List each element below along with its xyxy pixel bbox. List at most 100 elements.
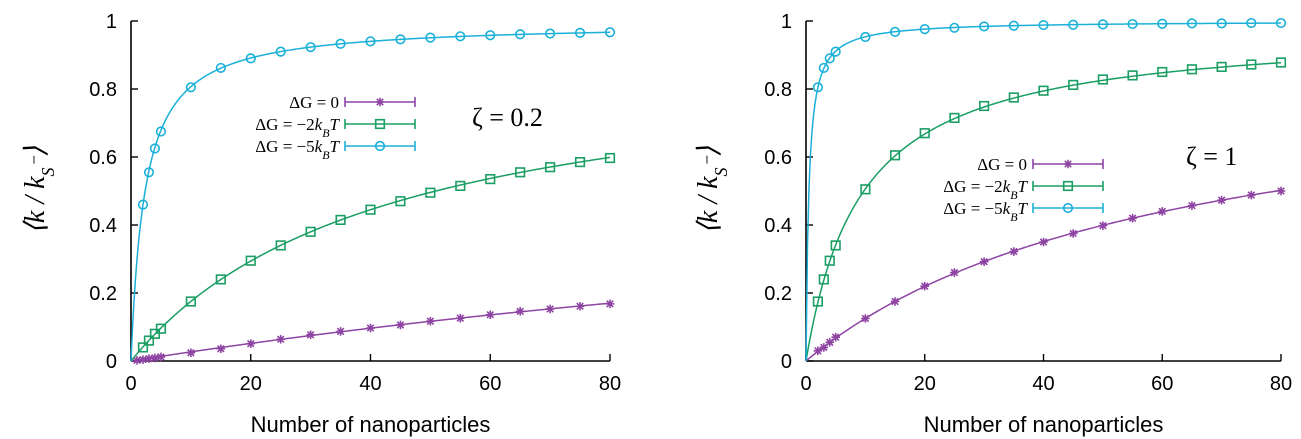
data-point: [1157, 66, 1168, 78]
data-point: [155, 323, 167, 334]
legend-label: ΔG = −2kBT: [255, 115, 340, 140]
legend-marker: [375, 97, 385, 107]
x-tick-label: 20: [914, 373, 936, 395]
data-point: [1068, 19, 1079, 30]
data-point: [812, 296, 823, 307]
data-point: [395, 196, 406, 207]
data-point: [395, 34, 406, 45]
series-line-2: [130, 31, 611, 362]
data-point: [824, 255, 835, 266]
data-point: [890, 297, 900, 306]
data-point: [1039, 237, 1048, 247]
y-tick-label: 0: [106, 351, 117, 373]
data-point: [818, 62, 829, 74]
data-point: [919, 24, 930, 35]
data-point: [1157, 207, 1167, 216]
series-line-1: [805, 61, 1282, 362]
data-point: [1098, 221, 1108, 230]
data-point: [979, 100, 990, 112]
legend-marker: [1063, 159, 1073, 169]
data-point: [276, 334, 285, 344]
x-axis-title: Number of nanoparticles: [924, 412, 1164, 437]
data-point: [1009, 247, 1019, 256]
x-tick-label: 80: [599, 373, 621, 395]
data-point: [604, 152, 616, 164]
data-point: [185, 296, 196, 307]
data-point: [1246, 59, 1257, 70]
data-point: [426, 316, 435, 326]
data-point: [137, 342, 149, 353]
data-point: [830, 46, 841, 57]
data-point: [275, 240, 286, 251]
y-axis-title: ⟨k / kS⁻⟩: [20, 146, 58, 234]
data-point: [132, 356, 142, 365]
data-point: [919, 128, 930, 139]
zeta-annotation: ζ = 0.2: [472, 103, 543, 132]
y-tick-label: 0.8: [764, 79, 792, 101]
data-point: [335, 214, 346, 226]
legend-label: ΔG = 0: [289, 93, 339, 112]
data-point: [305, 42, 316, 53]
x-tick-label: 40: [1032, 373, 1054, 395]
data-point: [604, 27, 616, 38]
data-point: [245, 255, 256, 266]
data-point: [545, 304, 555, 314]
data-point: [485, 174, 496, 185]
y-tick-label: 0.4: [89, 215, 117, 237]
data-point: [246, 339, 256, 348]
data-point: [143, 335, 155, 346]
y-tick-label: 0.6: [764, 147, 792, 169]
data-point: [1246, 17, 1257, 29]
series-line-1: [130, 156, 611, 362]
data-point: [1038, 85, 1049, 96]
data-point: [515, 29, 526, 40]
data-point: [575, 301, 585, 311]
data-point: [144, 354, 154, 363]
data-point: [819, 343, 829, 352]
data-point: [1217, 195, 1226, 205]
data-point: [979, 257, 989, 267]
data-point: [1097, 74, 1108, 85]
x-axis-title: Number of nanoparticles: [251, 412, 491, 437]
y-tick-label: 1: [781, 11, 792, 33]
data-point: [1068, 79, 1079, 91]
data-point: [456, 313, 465, 323]
data-point: [1128, 213, 1137, 223]
data-point: [365, 204, 376, 215]
data-point: [1276, 186, 1286, 196]
data-point: [1008, 92, 1019, 103]
panel-left: 0 20 40 60 80 0 0.2 0.4 0.6 0.8 1 Number of nanopar…: [20, 11, 621, 437]
x-tick-label: 80: [1270, 373, 1292, 395]
data-point: [574, 157, 586, 168]
data-point: [305, 226, 316, 237]
data-point: [245, 53, 256, 64]
legend-marker: [374, 140, 386, 152]
data-point: [215, 274, 226, 285]
data-point: [831, 332, 840, 342]
data-point: [155, 126, 167, 137]
legend-label: ΔG = −5kBT: [255, 137, 340, 162]
data-point: [138, 355, 148, 364]
x-tick-label: 0: [125, 373, 136, 395]
data-point: [830, 240, 841, 251]
data-point: [545, 28, 556, 39]
x-tick-label: 20: [240, 373, 262, 395]
data-point: [485, 310, 495, 320]
legend-label: ΔG = 0: [977, 155, 1027, 174]
x-tick-label: 60: [1151, 373, 1173, 395]
data-point: [455, 31, 466, 42]
data-point: [949, 112, 960, 123]
data-point: [605, 299, 615, 309]
data-point: [889, 150, 901, 161]
series-line-0: [805, 189, 1282, 362]
data-point: [824, 53, 835, 64]
data-point: [818, 274, 829, 285]
data-point: [396, 320, 405, 330]
legend-label: ΔG = −5kBT: [943, 199, 1028, 224]
x-tick-label: 60: [479, 373, 501, 395]
y-tick-label: 0.2: [764, 283, 792, 305]
y-tick-label: 0.2: [89, 283, 117, 305]
data-point: [143, 167, 155, 178]
data-point: [1186, 18, 1198, 29]
